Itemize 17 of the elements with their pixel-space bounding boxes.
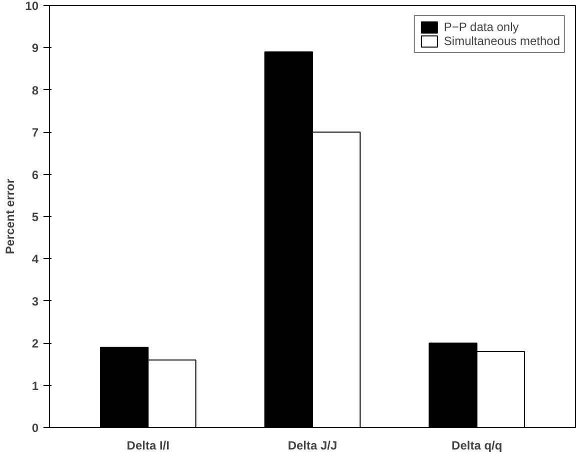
- y-axis-title: Percent error: [3, 178, 18, 254]
- x-tick-label: Delta q/q: [452, 438, 502, 452]
- legend-label: P−P data only: [444, 20, 519, 34]
- y-tick-label: 7: [32, 126, 39, 140]
- y-tick-label: 9: [32, 41, 39, 56]
- y-tick-label: 5: [32, 210, 39, 224]
- y-tick-label: 6: [32, 168, 39, 182]
- y-tick-label: 8: [32, 83, 39, 98]
- y-tick-label: 10: [25, 0, 39, 13]
- legend-label: Simultaneous method: [444, 34, 560, 48]
- y-tick-label: 4: [32, 252, 39, 266]
- y-tick-label: 0: [32, 421, 39, 435]
- y-tick-label: 1: [32, 378, 39, 393]
- x-tick-label: Delta J/J: [288, 438, 338, 452]
- y-tick-label: 2: [32, 336, 39, 351]
- y-tick-label: 3: [32, 294, 39, 308]
- x-tick-label: Delta I/I: [126, 438, 170, 452]
